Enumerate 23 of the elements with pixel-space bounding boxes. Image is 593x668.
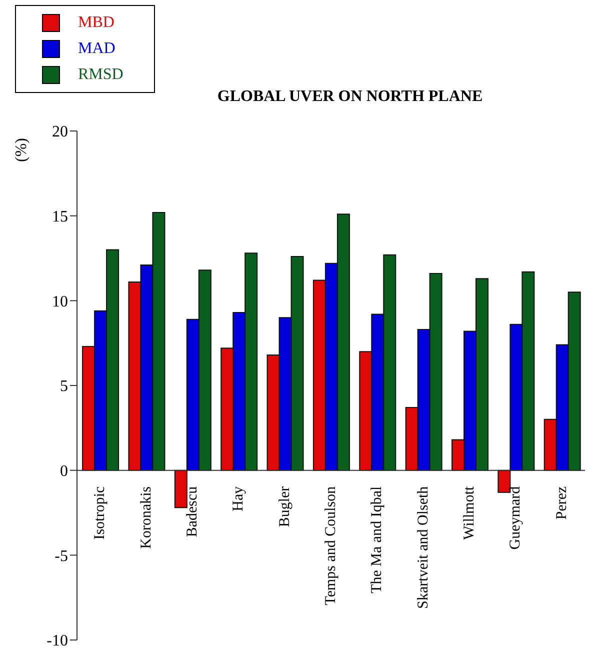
- x-tick-label: Perez: [554, 486, 570, 520]
- x-tick-label: Hay: [230, 486, 247, 512]
- x-tick-label: The Ma and Iqbal: [369, 486, 386, 594]
- x-tick-label: Skartveit and Olseth: [415, 486, 432, 609]
- y-tick-label: 15: [52, 208, 68, 226]
- y-tick-label: 5: [60, 378, 68, 396]
- y-tick-label: 20: [52, 124, 68, 141]
- y-tick-label: -10: [46, 632, 68, 650]
- y-axis-title: (%): [13, 138, 30, 162]
- x-tick-label: Willmott: [462, 486, 478, 540]
- x-tick-label: Koronakis: [138, 486, 154, 549]
- legend-label: MAD: [78, 40, 116, 58]
- legend-label: MBD: [78, 14, 114, 32]
- x-tick-label: Bugler: [276, 486, 293, 528]
- y-tick-label: 0: [60, 463, 68, 480]
- x-tick-label: Badescu: [184, 486, 200, 538]
- x-tick-label: Gueymard: [508, 486, 524, 550]
- y-tick-label: 10: [52, 293, 68, 310]
- y-tick-label: -5: [54, 548, 68, 565]
- legend-label: RMSD: [78, 66, 124, 84]
- chart-title: GLOBAL UVER ON NORTH PLANE: [216, 88, 484, 106]
- x-tick-label: Isotropic: [92, 486, 108, 540]
- x-tick-label: Temps and Coulson: [323, 486, 339, 606]
